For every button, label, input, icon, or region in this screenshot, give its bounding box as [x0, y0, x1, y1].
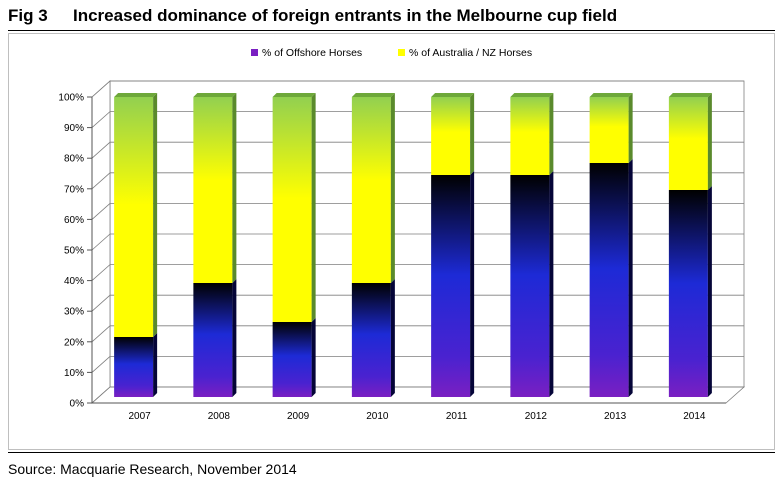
bar-side-australia-nz-2014 [707, 93, 712, 190]
bar-australia-nz-2014 [668, 97, 708, 190]
y-tick-label: 80% [64, 154, 84, 165]
x-tick-label: 2010 [366, 411, 389, 422]
bar-top-2008 [193, 93, 237, 97]
bar-offshore-2008 [193, 283, 233, 397]
bar-top-2013 [589, 93, 633, 97]
figure-footer: Source: Macquarie Research, November 201… [8, 452, 775, 489]
y-tick-label: 10% [64, 368, 84, 379]
bar-side-australia-nz-2013 [628, 93, 633, 163]
bar-side-offshore-2013 [628, 159, 633, 397]
legend-label: % of Australia / NZ Horses [409, 47, 532, 59]
y-tick-label: 0% [70, 399, 85, 410]
x-tick-label: 2011 [446, 411, 468, 422]
bar-side-australia-nz-2012 [549, 93, 554, 175]
bar-side-offshore-2010 [390, 279, 395, 397]
bar-top-2010 [351, 93, 395, 97]
bar-offshore-2011 [431, 175, 471, 397]
y-tick-label: 50% [64, 246, 84, 257]
bar-top-2007 [114, 93, 158, 97]
figure-number: Fig 3 [8, 6, 48, 25]
bar-offshore-2007 [114, 337, 154, 397]
bar-australia-nz-2013 [589, 97, 629, 163]
bar-side-offshore-2011 [470, 171, 475, 397]
y-tick-label: 30% [64, 307, 84, 318]
y-tick-label: 40% [64, 276, 84, 287]
bar-side-offshore-2007 [153, 333, 158, 397]
y-tick-label: 20% [64, 337, 84, 348]
bar-side-australia-nz-2009 [311, 93, 316, 322]
x-tick-label: 2012 [525, 411, 548, 422]
bar-top-2009 [272, 93, 316, 97]
x-tick-label: 2014 [683, 411, 706, 422]
bar-australia-nz-2008 [193, 97, 233, 283]
bar-australia-nz-2009 [272, 97, 312, 322]
bar-offshore-2012 [510, 175, 550, 397]
figure-header: Fig 3 Increased dominance of foreign ent… [8, 4, 775, 31]
bar-offshore-2009 [272, 322, 312, 397]
bar-side-offshore-2009 [311, 318, 316, 397]
x-tick-label: 2008 [208, 411, 231, 422]
chart-frame [8, 33, 775, 450]
bar-side-australia-nz-2011 [470, 93, 475, 175]
y-tick-label: 70% [64, 184, 84, 195]
bar-top-2011 [431, 93, 475, 97]
bar-side-australia-nz-2008 [232, 93, 237, 283]
bar-offshore-2014 [668, 190, 708, 397]
gridline [91, 80, 744, 98]
figure-title: Increased dominance of foreign entrants … [73, 6, 618, 25]
bar-offshore-2013 [589, 163, 629, 397]
bar-side-offshore-2012 [549, 171, 554, 397]
bar-top-2012 [510, 93, 554, 97]
y-tick-label: 60% [64, 215, 84, 226]
y-tick-label: 90% [64, 123, 84, 134]
bar-side-australia-nz-2010 [390, 93, 395, 283]
bar-side-offshore-2014 [707, 186, 712, 397]
bar-australia-nz-2011 [431, 97, 471, 175]
plot-floor [90, 386, 746, 404]
x-tick-label: 2013 [604, 411, 627, 422]
bar-australia-nz-2010 [351, 97, 391, 283]
legend-swatch [398, 49, 405, 56]
y-tick-label: 100% [58, 93, 84, 104]
figure-source: Source: Macquarie Research, November 201… [8, 461, 297, 477]
x-tick-label: 2009 [287, 411, 310, 422]
bar-side-offshore-2008 [232, 279, 237, 397]
bar-offshore-2010 [351, 283, 391, 397]
legend-swatch [251, 49, 258, 56]
x-tick-label: 2007 [129, 411, 152, 422]
legend: % of Offshore Horses % of Australia / NZ … [251, 47, 532, 59]
bar-australia-nz-2007 [114, 97, 154, 337]
bar-side-australia-nz-2007 [153, 93, 158, 337]
stacked-bar-chart: 0% 10% 20% 30% 40% 50% 60% 70% 80% 90% 100% 2007 200… [58, 47, 746, 422]
legend-label: % of Offshore Horses [262, 47, 362, 59]
bar-top-2014 [668, 93, 712, 97]
bar-australia-nz-2012 [510, 97, 550, 175]
